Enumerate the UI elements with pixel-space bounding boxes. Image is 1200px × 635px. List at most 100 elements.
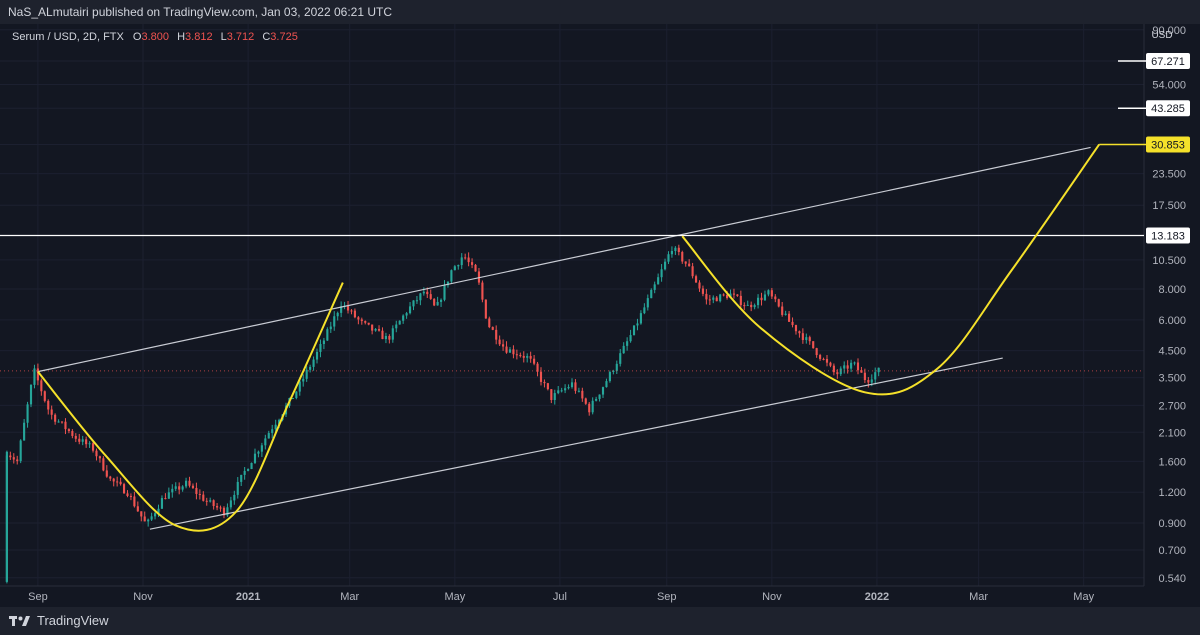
candle-body bbox=[188, 480, 191, 486]
candle-body bbox=[350, 310, 353, 312]
candle-body bbox=[126, 493, 129, 496]
candle-body bbox=[829, 362, 832, 366]
candle-body bbox=[260, 445, 263, 452]
candle-body bbox=[388, 335, 391, 340]
y-tick-label: 4.500 bbox=[1158, 346, 1186, 358]
candle-body bbox=[639, 313, 642, 324]
candle-body bbox=[333, 316, 336, 327]
candle-body bbox=[267, 433, 270, 439]
candle-body bbox=[739, 295, 742, 306]
grid bbox=[0, 24, 1144, 586]
candle-body bbox=[467, 257, 470, 263]
candle-body bbox=[67, 429, 70, 432]
candle-body bbox=[395, 324, 398, 329]
candle-body bbox=[698, 282, 701, 289]
price-chart[interactable]: 90.000 54.000 23.500 17.500 10.500 8.000 6.000… bbox=[0, 24, 1200, 607]
candle-body bbox=[491, 327, 494, 330]
x-axis-ticks: Sep Nov 2021 Mar May Jul Sep Nov 2022 Mar May bbox=[28, 591, 1094, 603]
price-level-tag[interactable]: 13.183 bbox=[1146, 227, 1190, 244]
channel-upper-line bbox=[37, 146, 1091, 373]
candle-body bbox=[843, 365, 846, 369]
candle-body bbox=[471, 262, 474, 265]
candle-body bbox=[5, 451, 8, 582]
y-tick-label: 1.200 bbox=[1158, 487, 1186, 499]
y-tick-label: 54.000 bbox=[1152, 80, 1186, 92]
candle-body bbox=[677, 247, 680, 252]
candle-body bbox=[23, 422, 26, 441]
x-tick-label: Mar bbox=[340, 591, 359, 603]
candle-body bbox=[439, 299, 443, 302]
candle-body bbox=[233, 494, 236, 501]
candle-body bbox=[512, 349, 515, 355]
candle-body bbox=[725, 294, 729, 299]
candle-body bbox=[85, 439, 88, 445]
candle-body bbox=[567, 387, 570, 389]
candle-body bbox=[484, 299, 487, 319]
candle-body bbox=[291, 398, 294, 400]
candle-body bbox=[322, 340, 325, 345]
price-axis[interactable] bbox=[1144, 24, 1200, 586]
candle-body bbox=[357, 317, 360, 320]
candle-body bbox=[450, 270, 453, 282]
publisher-bar: NaS_ALmutairi published on TradingView.c… bbox=[0, 0, 1200, 24]
candle-body bbox=[229, 500, 232, 508]
candle-body bbox=[174, 486, 177, 489]
price-level-tag[interactable]: 30.853 bbox=[1146, 136, 1190, 153]
candle-body bbox=[502, 344, 505, 347]
candle-body bbox=[794, 325, 798, 332]
candle-body bbox=[819, 355, 822, 359]
candle-body bbox=[553, 393, 556, 401]
candle-body bbox=[412, 300, 415, 307]
price-level-tag-label: 67.271 bbox=[1151, 56, 1185, 68]
tradingview-brand[interactable]: TradingView bbox=[9, 613, 109, 628]
legend-open-value: 3.800 bbox=[141, 31, 169, 43]
candle-body bbox=[619, 353, 622, 364]
candle-body bbox=[629, 335, 632, 342]
price-level-tag[interactable]: 43.285 bbox=[1146, 100, 1190, 117]
candle-body bbox=[788, 313, 791, 322]
candle-body bbox=[398, 320, 401, 325]
candles bbox=[5, 244, 880, 584]
candle-body bbox=[660, 269, 663, 278]
candle-body bbox=[147, 519, 150, 522]
candle-body bbox=[860, 370, 863, 373]
candle-body bbox=[574, 382, 577, 391]
y-tick-label: 3.500 bbox=[1158, 373, 1186, 385]
brand-name: TradingView bbox=[37, 613, 109, 628]
candle-body bbox=[60, 421, 64, 423]
candle-body bbox=[295, 391, 298, 399]
candle-body bbox=[663, 261, 667, 270]
candle-body bbox=[57, 421, 60, 423]
candle-body bbox=[91, 443, 95, 451]
candle-body bbox=[315, 351, 319, 360]
price-level-tag-bg bbox=[1146, 227, 1190, 244]
candle-body bbox=[674, 247, 677, 251]
y-tick-label: 2.100 bbox=[1158, 427, 1186, 439]
candle-body bbox=[457, 265, 460, 267]
y-tick-label: 0.700 bbox=[1158, 545, 1186, 557]
publisher-text: NaS_ALmutairi published on TradingView.c… bbox=[8, 5, 393, 19]
candle-body bbox=[405, 313, 408, 316]
candle-body bbox=[522, 355, 525, 358]
candle-body bbox=[850, 362, 853, 369]
candle-body bbox=[429, 294, 432, 299]
candle-body bbox=[408, 306, 412, 314]
candle-body bbox=[240, 474, 243, 482]
candle-body bbox=[464, 257, 467, 259]
candle-body bbox=[243, 470, 246, 475]
price-level-tag-bg bbox=[1146, 52, 1190, 69]
candle-body bbox=[529, 356, 532, 359]
candle-body bbox=[312, 359, 315, 367]
candle-body bbox=[832, 365, 835, 373]
candle-body bbox=[150, 516, 153, 520]
candle-body bbox=[116, 481, 119, 483]
y-tick-label: 90.000 bbox=[1152, 25, 1186, 37]
price-level-tag[interactable]: 67.271 bbox=[1146, 52, 1190, 69]
candle-body bbox=[812, 341, 815, 349]
candle-body bbox=[302, 378, 305, 382]
candle-body bbox=[715, 297, 718, 302]
candle-body bbox=[822, 358, 825, 360]
candle-body bbox=[877, 367, 880, 373]
candle-body bbox=[391, 328, 394, 340]
candle-body bbox=[212, 500, 215, 507]
